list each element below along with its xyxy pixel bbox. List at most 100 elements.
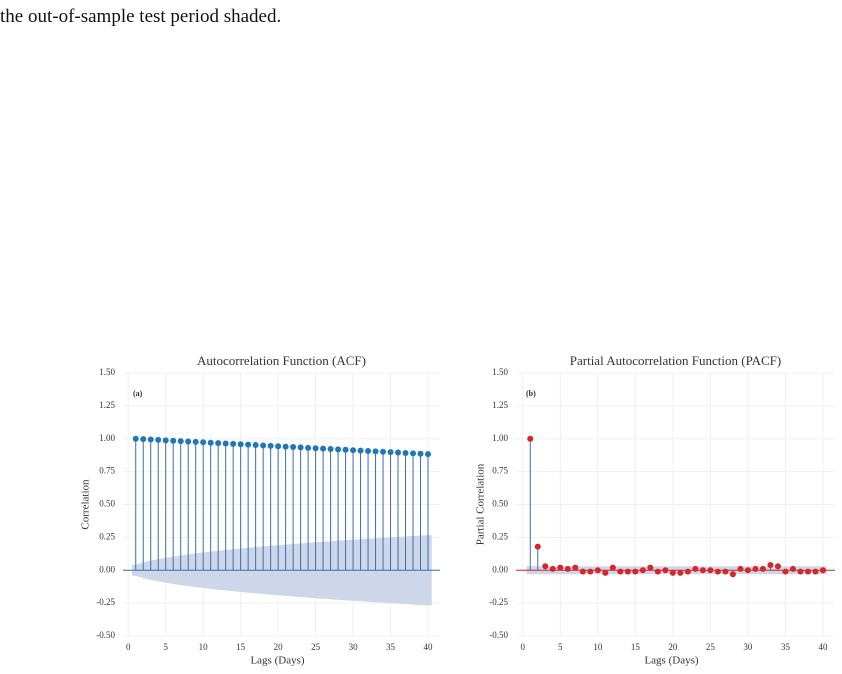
- marker: [602, 569, 609, 576]
- marker: [632, 568, 639, 575]
- x-tick-label: 0: [126, 642, 131, 652]
- marker: [669, 569, 676, 576]
- marker: [155, 436, 162, 443]
- marker: [557, 564, 564, 571]
- panel-label: (b): [526, 389, 536, 398]
- marker: [609, 564, 616, 571]
- marker: [402, 449, 409, 456]
- y-axis-label: Correlation: [80, 479, 92, 530]
- marker: [699, 567, 706, 574]
- marker: [230, 440, 237, 447]
- marker: [215, 440, 222, 447]
- x-tick-label: 35: [781, 642, 791, 652]
- marker: [797, 568, 804, 575]
- marker: [410, 450, 417, 457]
- marker: [707, 567, 714, 574]
- marker: [684, 568, 691, 575]
- x-tick-label: 10: [199, 642, 209, 652]
- marker: [177, 438, 184, 445]
- marker: [579, 568, 586, 575]
- x-tick-label: 5: [163, 642, 168, 652]
- marker: [737, 565, 744, 572]
- y-tick-label: 1.00: [99, 433, 115, 443]
- marker: [320, 445, 327, 452]
- marker: [617, 568, 624, 575]
- x-tick-label: 30: [349, 642, 359, 652]
- marker: [282, 443, 289, 450]
- chart-title: Autocorrelation Function (ACF): [197, 353, 366, 368]
- marker: [714, 568, 721, 575]
- x-axis-label: Lags (Days): [644, 655, 698, 667]
- marker: [527, 435, 534, 442]
- marker: [542, 563, 549, 570]
- y-tick-label: 0.75: [99, 466, 115, 476]
- x-tick-label: 0: [521, 642, 526, 652]
- marker: [260, 442, 267, 449]
- y-tick-label: 1.50: [492, 367, 508, 377]
- y-tick-label: -0.50: [96, 630, 115, 640]
- marker: [365, 447, 372, 454]
- x-tick-label: 25: [311, 642, 321, 652]
- marker: [549, 565, 556, 572]
- marker: [819, 567, 826, 574]
- marker: [140, 436, 147, 443]
- marker: [789, 565, 796, 572]
- y-tick-label: 0.25: [99, 531, 115, 541]
- marker: [275, 443, 282, 450]
- chart-title: Partial Autocorrelation Function (PACF): [570, 353, 781, 368]
- marker: [290, 444, 297, 451]
- marker: [380, 448, 387, 455]
- y-tick-label: 0.50: [492, 499, 508, 509]
- y-axis-label: Partial Correlation: [475, 463, 487, 545]
- marker: [147, 436, 154, 443]
- marker: [812, 568, 819, 575]
- y-tick-label: -0.25: [96, 597, 115, 607]
- marker: [752, 565, 759, 572]
- marker: [252, 442, 259, 449]
- marker: [162, 437, 169, 444]
- x-tick-label: 35: [386, 642, 396, 652]
- marker: [722, 568, 729, 575]
- y-tick-label: -0.25: [489, 597, 508, 607]
- x-tick-label: 40: [818, 642, 828, 652]
- marker: [534, 543, 541, 550]
- marker: [245, 441, 252, 448]
- marker: [417, 450, 424, 457]
- x-tick-label: 20: [668, 642, 678, 652]
- y-tick-label: 1.25: [99, 400, 115, 410]
- y-tick-label: -0.50: [489, 630, 508, 640]
- marker: [342, 446, 349, 453]
- marker: [395, 449, 402, 456]
- x-tick-label: 15: [236, 642, 246, 652]
- x-axis-label: Lags (Days): [250, 655, 304, 667]
- marker: [237, 441, 244, 448]
- panel-label: (a): [133, 389, 143, 398]
- marker: [804, 568, 811, 575]
- marker: [207, 439, 214, 446]
- y-tick-label: 0.75: [492, 466, 508, 476]
- marker: [564, 565, 571, 572]
- marker: [170, 437, 177, 444]
- x-tick-label: 25: [706, 642, 716, 652]
- y-tick-label: 0.25: [492, 531, 508, 541]
- marker: [692, 565, 699, 572]
- marker: [572, 564, 579, 571]
- marker: [729, 571, 736, 578]
- marker: [335, 446, 342, 453]
- marker: [647, 564, 654, 571]
- y-tick-label: 1.25: [492, 400, 508, 410]
- x-tick-label: 40: [424, 642, 434, 652]
- x-tick-label: 30: [743, 642, 753, 652]
- marker: [759, 565, 766, 572]
- marker: [594, 567, 601, 574]
- marker: [357, 447, 364, 454]
- marker: [192, 438, 199, 445]
- marker: [624, 568, 631, 575]
- marker: [200, 439, 207, 446]
- marker: [744, 567, 751, 574]
- marker: [425, 451, 432, 458]
- marker: [132, 435, 139, 442]
- marker: [305, 444, 312, 451]
- marker: [774, 563, 781, 570]
- x-tick-label: 10: [593, 642, 603, 652]
